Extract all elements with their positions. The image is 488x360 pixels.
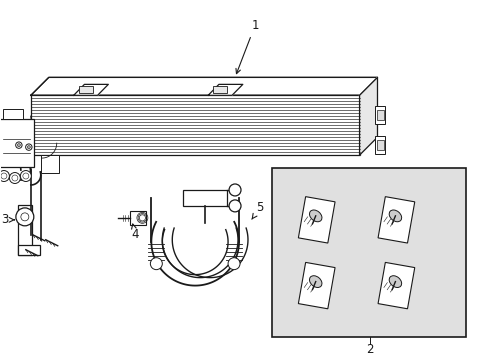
- Circle shape: [20, 171, 31, 181]
- FancyBboxPatch shape: [377, 262, 414, 309]
- Bar: [41, 155, 59, 173]
- Circle shape: [18, 144, 20, 147]
- Circle shape: [25, 144, 32, 150]
- Bar: [31, 95, 359, 155]
- Ellipse shape: [388, 210, 401, 222]
- Circle shape: [9, 172, 20, 184]
- Polygon shape: [74, 84, 108, 95]
- Text: 4: 4: [131, 224, 139, 241]
- Text: 2: 2: [365, 343, 372, 356]
- Circle shape: [228, 200, 241, 212]
- FancyBboxPatch shape: [298, 197, 334, 243]
- Ellipse shape: [388, 276, 401, 288]
- Text: 3: 3: [1, 213, 14, 226]
- Polygon shape: [208, 84, 243, 95]
- Bar: [18, 245, 40, 255]
- Bar: [375, 106, 385, 124]
- Ellipse shape: [309, 276, 321, 288]
- Circle shape: [228, 184, 241, 196]
- Bar: [271, 168, 465, 337]
- Bar: [79, 86, 92, 93]
- Circle shape: [150, 258, 162, 270]
- Bar: [377, 140, 384, 150]
- Text: 1: 1: [236, 19, 258, 74]
- Bar: [377, 110, 384, 120]
- Ellipse shape: [309, 210, 321, 222]
- Circle shape: [23, 173, 29, 179]
- FancyBboxPatch shape: [377, 197, 414, 243]
- Circle shape: [0, 171, 9, 181]
- FancyBboxPatch shape: [298, 262, 334, 309]
- Text: 5: 5: [251, 201, 263, 219]
- Bar: [3, 109, 23, 119]
- Circle shape: [227, 258, 240, 270]
- Circle shape: [16, 208, 34, 226]
- Bar: [0, 119, 34, 167]
- Circle shape: [12, 175, 18, 181]
- Circle shape: [16, 142, 22, 148]
- Polygon shape: [31, 77, 377, 95]
- Bar: [18, 205, 32, 255]
- Bar: [213, 86, 226, 93]
- Polygon shape: [359, 77, 377, 155]
- Circle shape: [1, 173, 7, 179]
- Circle shape: [27, 146, 30, 149]
- Bar: [183, 190, 226, 206]
- Bar: [130, 211, 146, 225]
- Bar: [375, 136, 385, 154]
- Circle shape: [21, 213, 29, 221]
